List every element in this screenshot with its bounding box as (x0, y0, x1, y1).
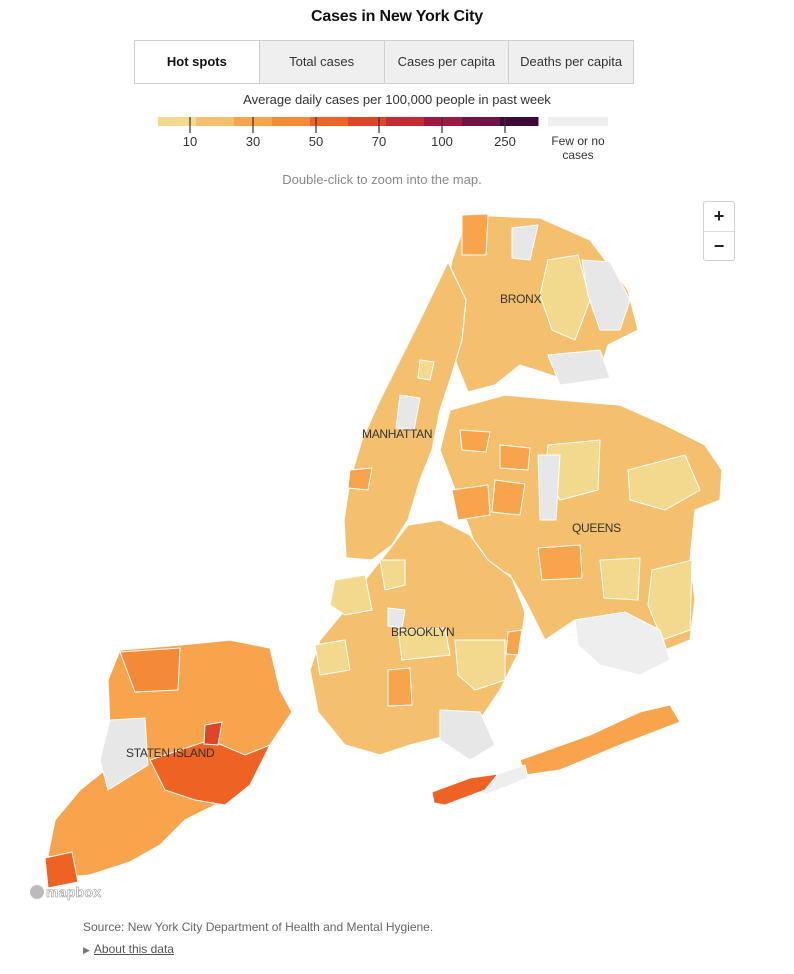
label-staten-island: STATEN ISLAND (126, 746, 215, 760)
color-legend: 10 30 50 70 100 250 Few or no cases (158, 117, 608, 162)
legend-no-data-swatch (548, 117, 608, 126)
legend-tick-label: 30 (246, 134, 260, 149)
tab-total-cases[interactable]: Total cases (260, 41, 385, 83)
legend-no-data-label-1: Few or no (551, 134, 605, 148)
legend-title: Average daily cases per 100,000 people i… (243, 92, 551, 107)
disclosure-arrow-icon: ▶ (83, 945, 90, 955)
mapbox-attribution[interactable]: mapbox (30, 884, 101, 900)
zoom-control: + − (703, 201, 735, 261)
page-title: Cases in New York City (311, 8, 483, 25)
label-bronx: BRONX (500, 292, 541, 306)
source-note: Source: New York City Department of Heal… (83, 920, 434, 934)
legend-tick-label: 10 (183, 134, 197, 149)
legend-swatch (272, 117, 311, 126)
legend-swatch (196, 117, 235, 126)
tab-deaths-per-capita[interactable]: Deaths per capita (520, 54, 623, 69)
tab-hot-spots[interactable]: Hot spots (135, 41, 260, 83)
zoom-out-button[interactable]: − (713, 236, 725, 256)
label-brooklyn: BROOKLYN (391, 625, 454, 639)
legend-swatch (462, 117, 501, 126)
legend-swatch (310, 117, 349, 126)
nyc-map[interactable]: BRONX MANHATTAN QUEENS BROOKLYN STATEN I… (0, 200, 794, 910)
legend-tick-label: 50 (309, 134, 323, 149)
mapbox-wordmark: mapbox (46, 884, 102, 901)
metric-tabs: Hot spots Total cases Cases per capita D… (134, 40, 634, 84)
legend-swatch (424, 117, 463, 126)
legend-tick-label: 250 (494, 134, 516, 149)
legend-no-data-label-2: cases (562, 148, 593, 162)
mapbox-logo-icon (30, 885, 44, 899)
legend-swatch (348, 117, 387, 126)
label-queens: QUEENS (572, 521, 621, 535)
legend-swatch (386, 117, 425, 126)
legend-swatch (500, 117, 539, 126)
zoom-hint: Double-click to zoom into the map. (282, 172, 482, 187)
legend-swatch (158, 117, 197, 126)
about-data-toggle[interactable]: ▶ About this data (83, 942, 174, 956)
about-data-link[interactable]: About this data (93, 942, 174, 956)
legend-tick-label: 70 (372, 134, 386, 149)
legend-tick-label: 100 (431, 134, 453, 149)
label-manhattan: MANHATTAN (362, 427, 432, 441)
tab-cases-per-capita[interactable]: Cases per capita (385, 41, 510, 83)
zoom-in-button[interactable]: + (704, 202, 734, 232)
